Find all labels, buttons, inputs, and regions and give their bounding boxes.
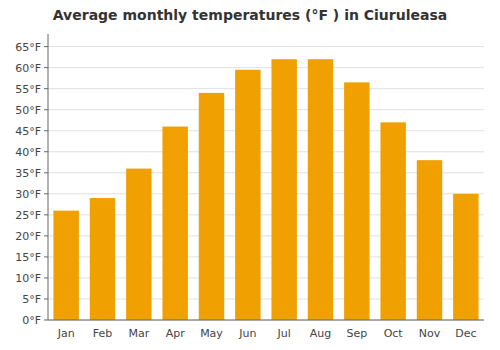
x-tick-label: Jan bbox=[57, 327, 75, 340]
bar bbox=[380, 122, 405, 320]
title: Average monthly temperatures (°F ) in Ci… bbox=[53, 7, 447, 23]
x-tick-label: Sep bbox=[346, 327, 367, 340]
y-tick bbox=[44, 67, 48, 68]
y-tick-label: 55°F bbox=[15, 83, 41, 96]
y-tick-label: 40°F bbox=[15, 146, 41, 159]
y-tick bbox=[44, 193, 48, 194]
bar bbox=[162, 127, 187, 320]
bar bbox=[344, 82, 369, 320]
y-tick-label: 10°F bbox=[15, 272, 41, 285]
y-tick-label: 45°F bbox=[15, 125, 41, 138]
x-tick-label: Mar bbox=[128, 327, 149, 340]
y-tick-label: 20°F bbox=[15, 230, 41, 243]
y-tick bbox=[44, 298, 48, 299]
y-tick bbox=[44, 88, 48, 89]
bar bbox=[90, 198, 115, 320]
x-tick-label: Jul bbox=[277, 327, 291, 340]
y-tick-label: 0°F bbox=[22, 314, 41, 327]
y-tick bbox=[44, 130, 48, 131]
y-tick-label: 5°F bbox=[22, 293, 41, 306]
x-tick-label: Aug bbox=[310, 327, 331, 340]
x-tick-label: Apr bbox=[166, 327, 186, 340]
y-tick-label: 60°F bbox=[15, 62, 41, 75]
bar bbox=[235, 70, 260, 320]
x-axis: Jan Feb Mar Apr May Jun Jul Aug Sep Oct Nov Dec bbox=[48, 320, 484, 340]
x-tick-label: Jun bbox=[238, 327, 256, 340]
x-tick-label: May bbox=[200, 327, 223, 340]
y-tick-label: 35°F bbox=[15, 167, 41, 180]
y-tick bbox=[44, 320, 48, 321]
y-tick bbox=[44, 151, 48, 152]
y-axis: 0°F 5°F 10°F 15°F 20°F 25°F 30°F 35°F 40°F 45°F 50… bbox=[15, 34, 48, 327]
y-tick-label: 15°F bbox=[15, 251, 41, 264]
bar bbox=[308, 59, 333, 320]
y-tick bbox=[44, 277, 48, 278]
bar bbox=[417, 160, 442, 320]
grid-line bbox=[48, 88, 484, 89]
grid-line bbox=[48, 67, 484, 68]
x-tick-label: Dec bbox=[455, 327, 476, 340]
grid bbox=[48, 47, 484, 320]
y-tick-label: 50°F bbox=[15, 104, 41, 117]
y-tick bbox=[44, 172, 48, 173]
x-tick-label: Oct bbox=[384, 327, 404, 340]
bar bbox=[199, 93, 224, 320]
grid-line bbox=[48, 109, 484, 110]
bar bbox=[271, 59, 296, 320]
x-tick-label: Nov bbox=[419, 327, 441, 340]
y-tick bbox=[44, 235, 48, 236]
bar bbox=[126, 169, 151, 320]
y-tick-label: 30°F bbox=[15, 188, 41, 201]
x-axis-line bbox=[48, 320, 484, 321]
x-tick-label: Feb bbox=[93, 327, 112, 340]
grid-line bbox=[48, 320, 484, 321]
bars bbox=[53, 59, 478, 320]
y-tick bbox=[44, 214, 48, 215]
grid-line bbox=[48, 151, 484, 152]
y-tick bbox=[44, 46, 48, 47]
bar bbox=[453, 194, 478, 320]
y-tick-label: 25°F bbox=[15, 209, 41, 222]
y-tick-label: 65°F bbox=[15, 41, 41, 54]
y-axis-line bbox=[48, 34, 49, 320]
y-tick bbox=[44, 109, 48, 110]
grid-line bbox=[48, 130, 484, 131]
grid-line bbox=[48, 46, 484, 47]
chart: Average monthly temperatures (°F ) in Ci… bbox=[0, 0, 500, 350]
y-tick bbox=[44, 256, 48, 257]
bar bbox=[53, 211, 78, 320]
